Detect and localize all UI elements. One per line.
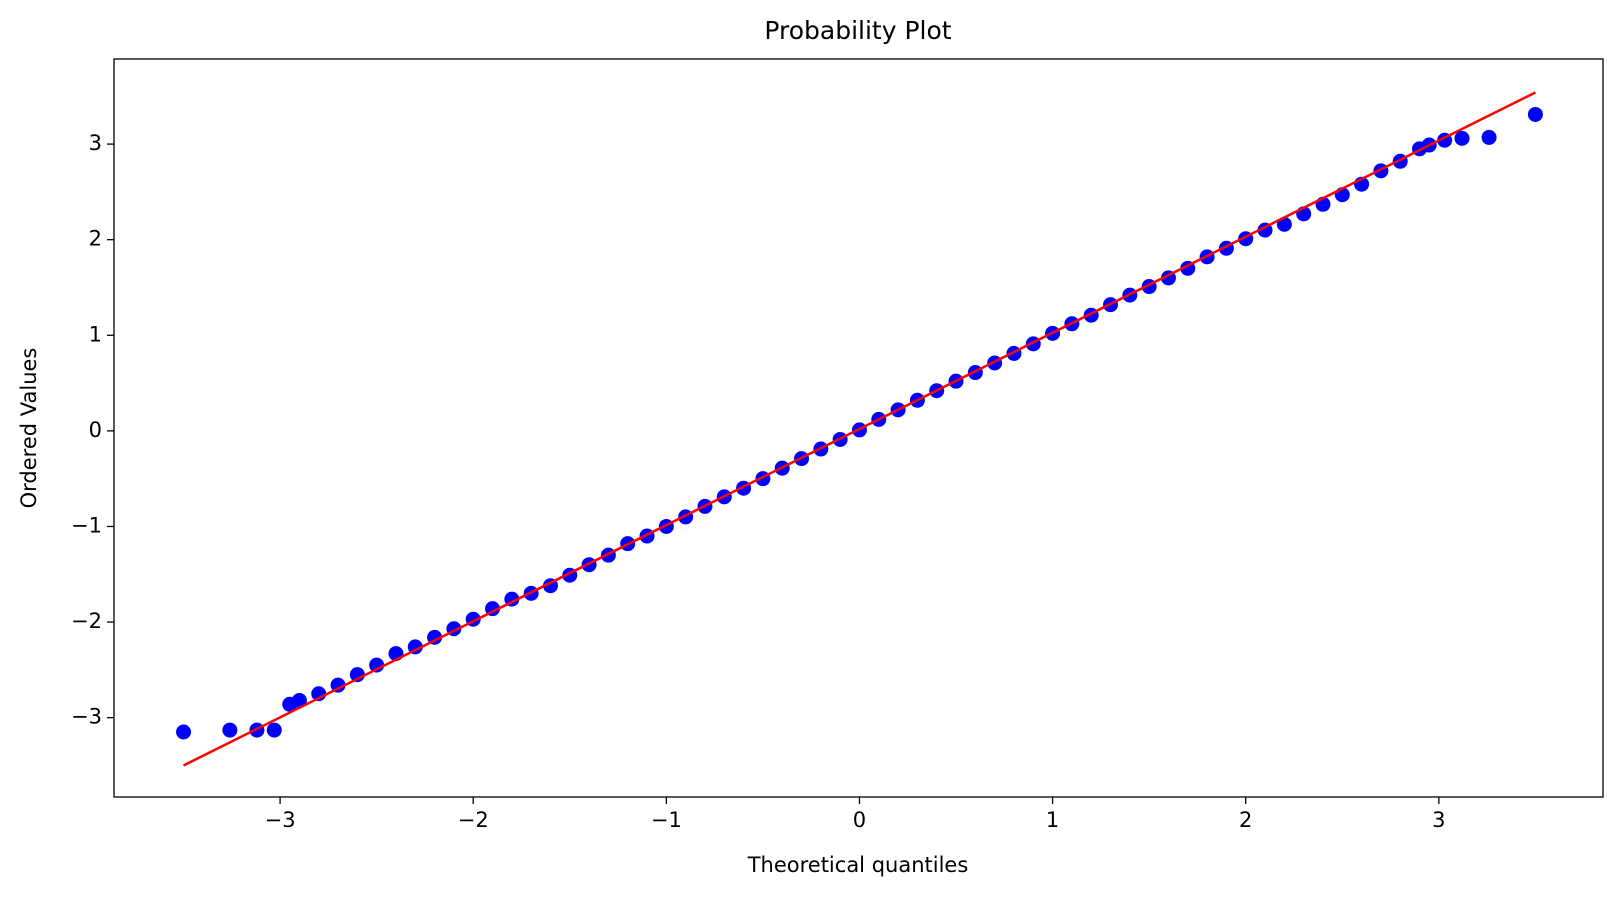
x-tick-label: −3 [265,808,296,832]
chart-title: Probability Plot [764,16,951,45]
x-tick-label: 1 [1046,808,1059,832]
x-axis-label: Theoretical quantiles [747,853,969,877]
point [291,692,307,708]
point [1527,106,1543,122]
point [176,724,192,740]
y-tick-label: −1 [71,513,102,537]
x-tick-label: 3 [1432,808,1445,832]
y-tick-label: 0 [89,418,102,442]
y-tick-label: −2 [71,609,102,633]
x-tick-label: −1 [651,808,682,832]
plot-frame [113,58,1604,798]
x-tick-label: 0 [853,808,866,832]
fit-line [182,91,1536,767]
point [1481,129,1497,145]
point [222,722,238,738]
y-tick-label: 1 [89,322,102,346]
y-tick-label: 3 [89,131,102,155]
point [266,722,282,738]
y-tick-label: −3 [71,705,102,729]
y-axis-label: Ordered Values [17,348,41,509]
point [1454,130,1470,146]
x-tick-label: 2 [1239,808,1252,832]
y-tick-label: 2 [89,227,102,251]
point [330,677,346,693]
x-tick-label: −2 [458,808,489,832]
